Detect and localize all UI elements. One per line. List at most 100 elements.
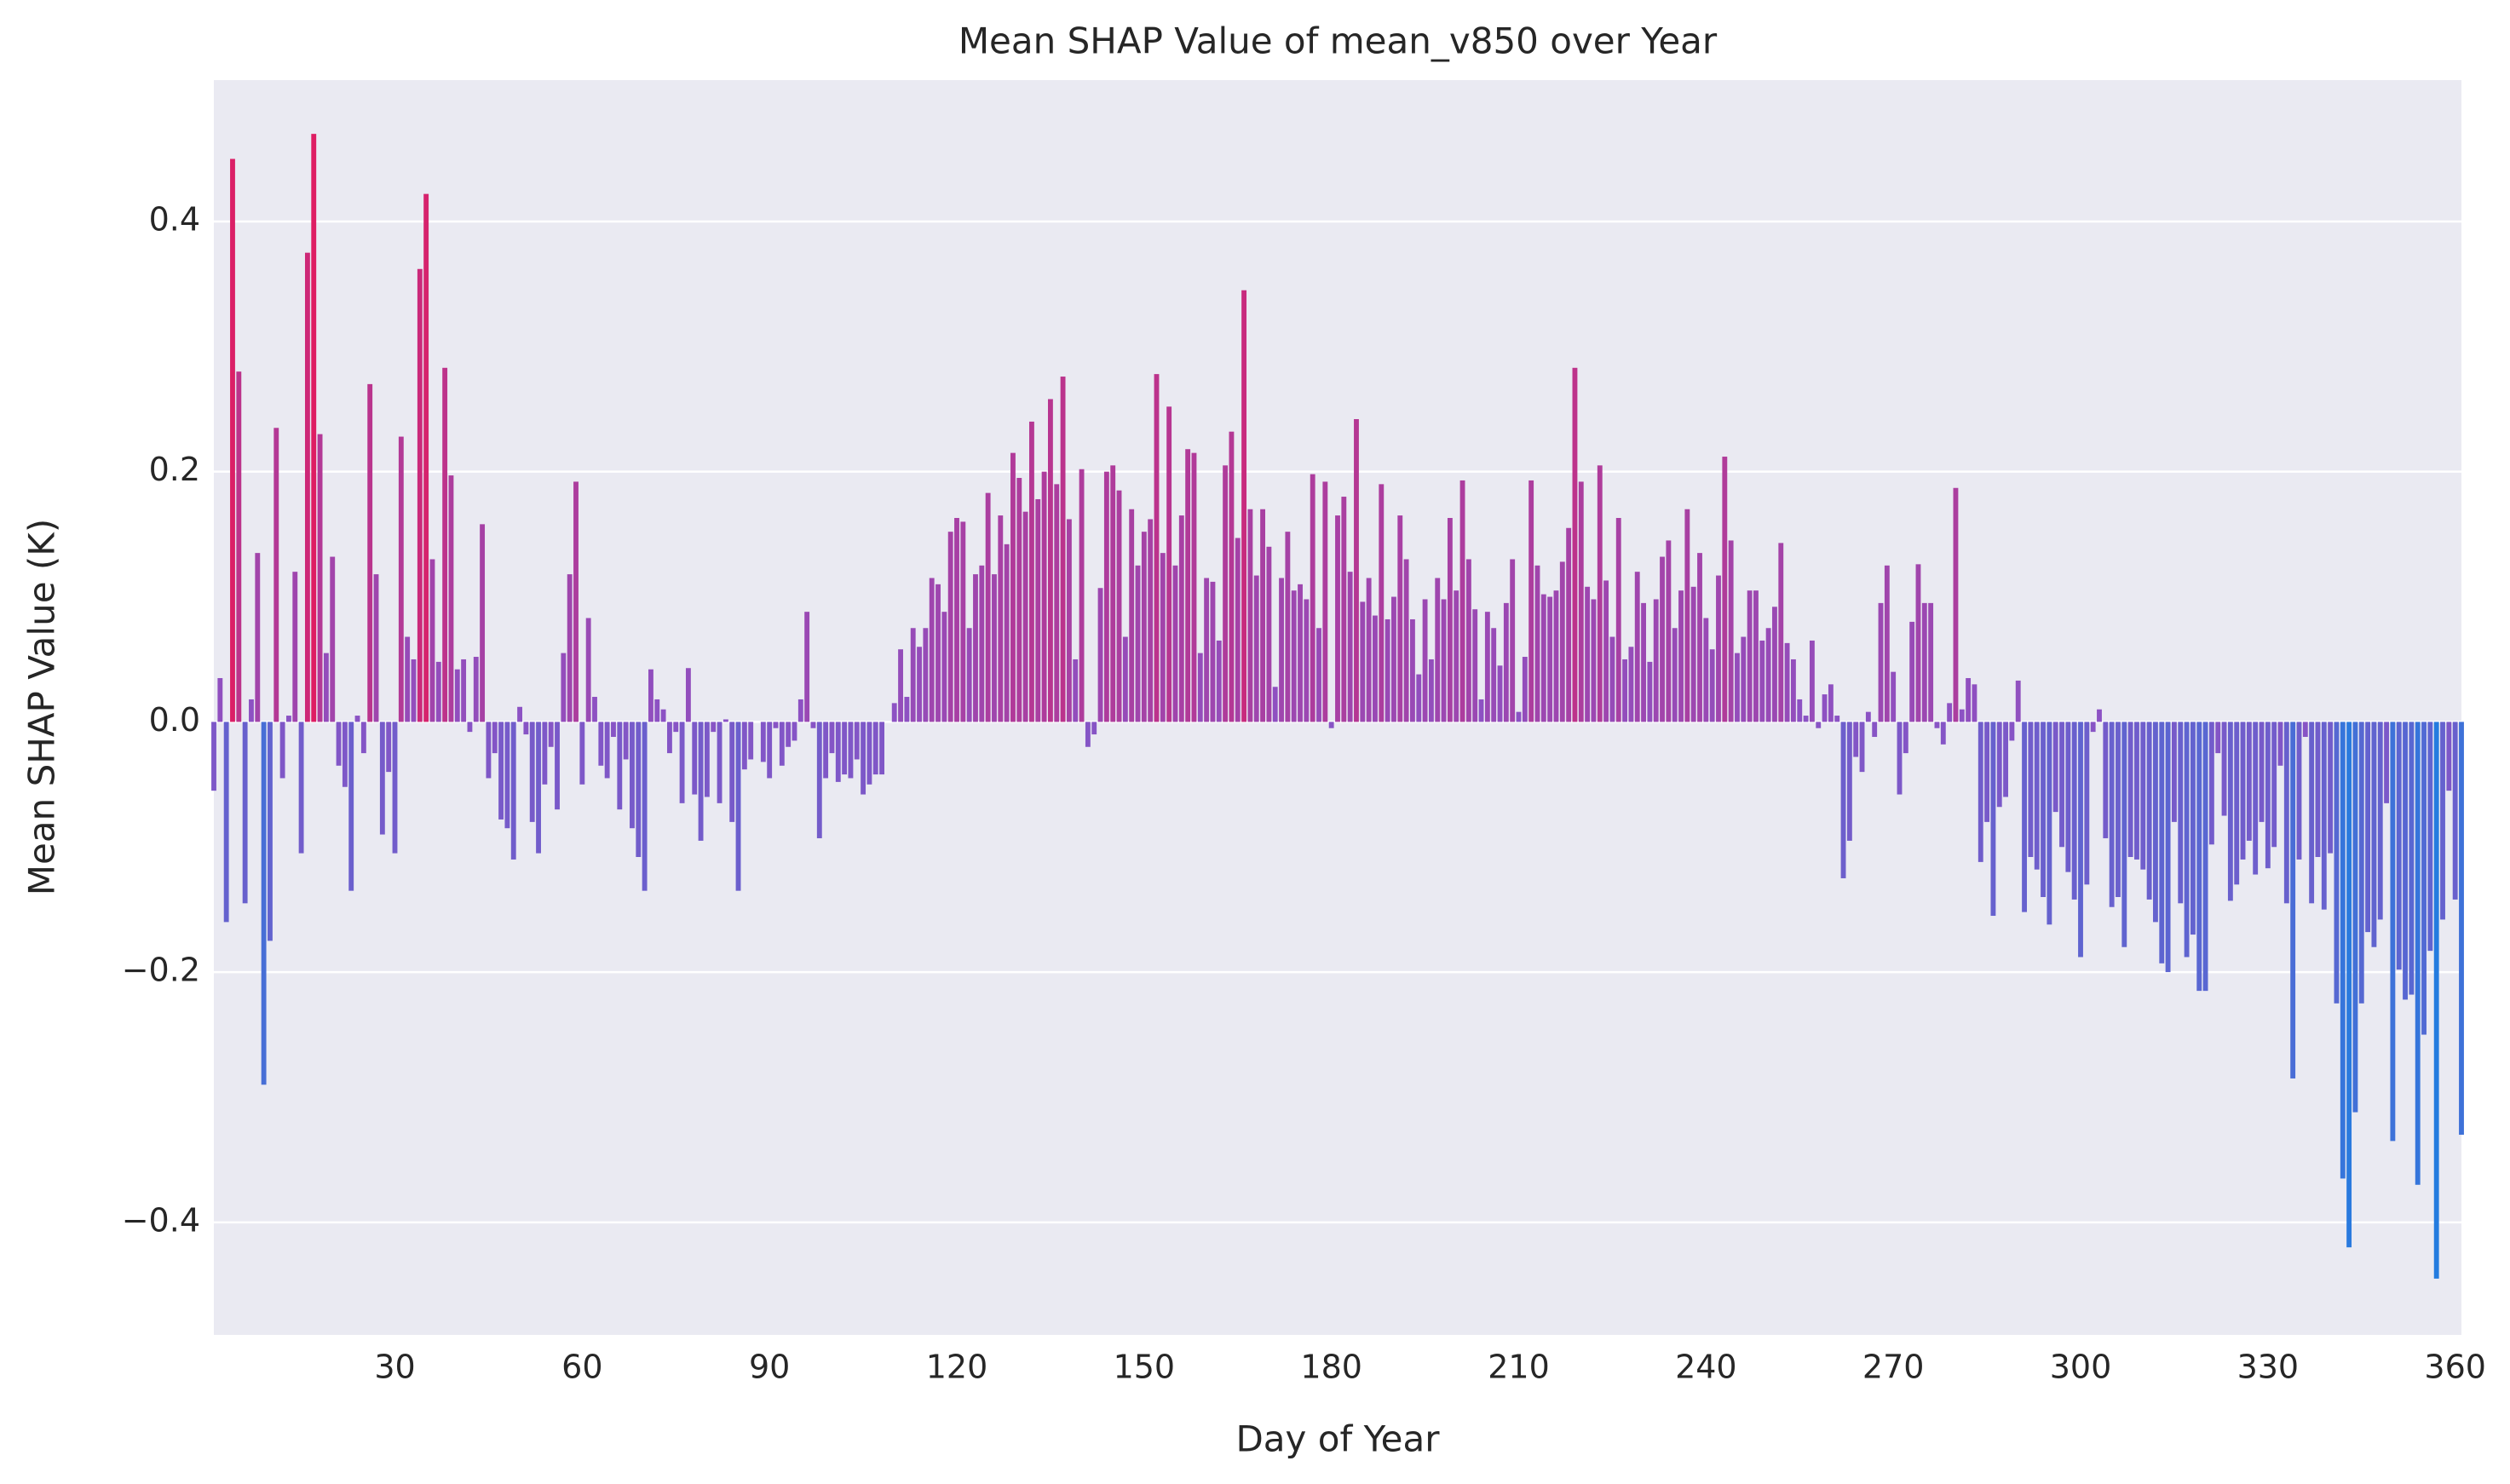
bar (2352, 722, 2358, 1113)
bar (1765, 628, 1771, 722)
bar (311, 134, 317, 722)
bar (2103, 722, 2109, 838)
bar (473, 657, 479, 722)
bar (510, 722, 516, 860)
bar (523, 722, 529, 735)
bar (1397, 515, 1403, 722)
bar (966, 628, 972, 722)
bar (1559, 561, 1565, 722)
bar (2427, 722, 2433, 952)
bar (1129, 509, 1135, 722)
bar (711, 722, 717, 733)
bar (1747, 590, 1753, 722)
bar (1247, 509, 1253, 722)
bar (636, 722, 642, 857)
bar (429, 559, 435, 722)
bar (779, 722, 785, 766)
bar (529, 722, 535, 822)
bar (1272, 687, 1278, 722)
bar (1266, 546, 1272, 722)
bar (2346, 722, 2352, 1248)
bar (2153, 722, 2158, 923)
bar (2334, 722, 2340, 1004)
bar (1185, 449, 1191, 722)
bar (1285, 532, 1291, 722)
bar (1741, 636, 1747, 722)
y-axis-label: Mean SHAP Value (K) (21, 519, 63, 895)
bar (1915, 564, 1921, 722)
bar (2290, 722, 2296, 1078)
bar (935, 584, 941, 722)
x-tick-label: 90 (749, 1349, 790, 1386)
bar (1684, 509, 1690, 722)
bar (1516, 711, 1522, 722)
bar (2116, 722, 2121, 897)
bar (2196, 722, 2202, 992)
bar (1834, 716, 1840, 722)
bar (1716, 575, 1721, 722)
bar (2078, 722, 2083, 958)
bar (866, 722, 872, 785)
bar (2390, 722, 2396, 1142)
bar (1447, 518, 1453, 722)
bar (1672, 628, 1678, 722)
bar (1709, 649, 1715, 722)
bar (1959, 709, 1965, 722)
bar (973, 574, 978, 722)
bar (929, 578, 935, 722)
bar (1572, 367, 1578, 722)
bar (2271, 722, 2277, 848)
bar (1840, 722, 1846, 878)
bar (1191, 452, 1197, 722)
bar (1060, 377, 1066, 722)
x-tick-label: 330 (2237, 1349, 2300, 1386)
bar (2265, 722, 2271, 869)
bar (1016, 478, 1022, 722)
bar (923, 628, 929, 722)
bar (1859, 722, 1865, 773)
y-tick-label: −0.4 (122, 1201, 200, 1239)
bar (985, 492, 991, 722)
bar (2315, 722, 2321, 857)
bar (854, 722, 860, 760)
bar (1503, 602, 1509, 722)
bar (1953, 487, 1959, 722)
bar (1041, 471, 1047, 722)
bar (1634, 572, 1640, 722)
x-tick-label: 120 (926, 1349, 988, 1386)
bar (230, 158, 235, 722)
bar (242, 722, 248, 904)
bar (1578, 481, 1584, 722)
bar (848, 722, 854, 779)
bar (1591, 599, 1597, 722)
bar (2259, 722, 2265, 822)
bar (2165, 722, 2171, 973)
bar (2409, 722, 2415, 995)
bar (2015, 680, 2021, 722)
bar (1097, 588, 1103, 722)
bar (1298, 584, 1303, 722)
bar (698, 722, 704, 841)
bar (872, 722, 878, 775)
bar (1491, 628, 1497, 722)
bar (2171, 722, 2177, 822)
bar (373, 574, 379, 722)
bar (548, 722, 554, 747)
bar (1628, 647, 1634, 722)
bar (1253, 575, 1259, 722)
bar (1223, 465, 1229, 722)
bar (1310, 474, 1315, 722)
x-tick-label: 150 (1114, 1349, 1176, 1386)
bar (2371, 722, 2377, 947)
bar (304, 252, 310, 722)
bar (268, 722, 273, 941)
bar (648, 669, 653, 722)
bar (1316, 628, 1321, 722)
bar (2146, 722, 2152, 900)
bar (2109, 722, 2115, 907)
bar (842, 722, 848, 775)
bar (217, 677, 223, 722)
bar (1204, 578, 1210, 722)
